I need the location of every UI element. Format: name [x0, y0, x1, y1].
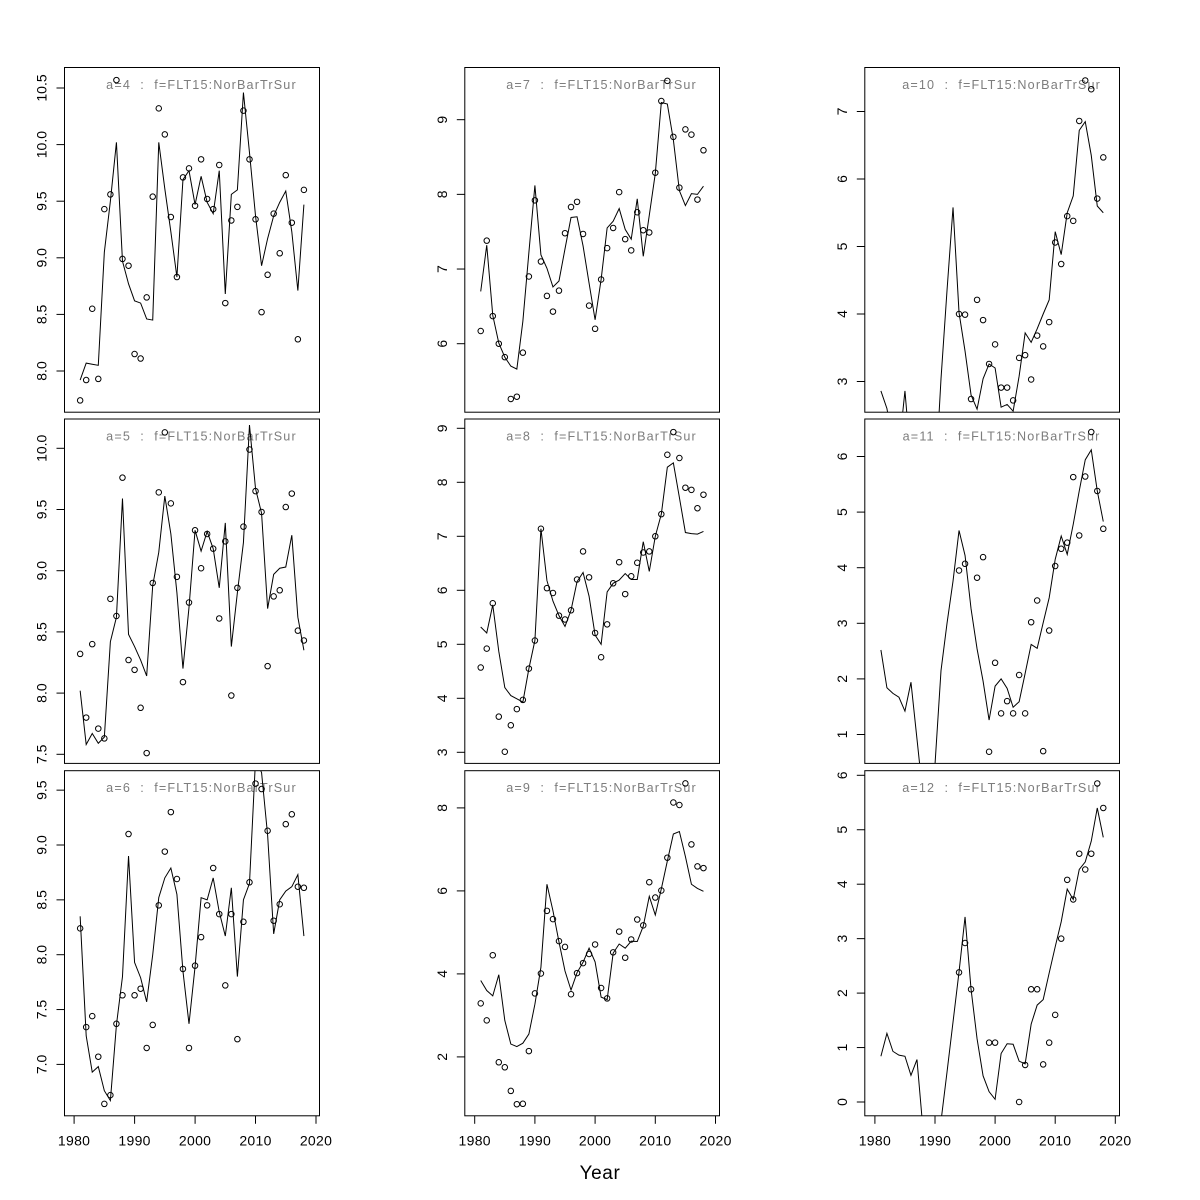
svg-text:7: 7 [834, 107, 850, 115]
svg-text:a=5 : f=FLT15:NorBarTrSur: a=5 : f=FLT15:NorBarTrSur [106, 429, 297, 443]
svg-text:2: 2 [834, 675, 850, 683]
svg-text:1990: 1990 [919, 1133, 951, 1149]
svg-text:7.5: 7.5 [34, 1000, 50, 1020]
svg-text:1980: 1980 [58, 1133, 90, 1149]
svg-text:a=10 : f=FLT15:NorBarTrSur: a=10 : f=FLT15:NorBarTrSur [902, 78, 1101, 92]
svg-text:a=11 : f=FLT15:NorBarTrSur: a=11 : f=FLT15:NorBarTrSur [903, 429, 1101, 443]
svg-text:8: 8 [434, 190, 450, 198]
svg-text:1990: 1990 [118, 1133, 150, 1149]
svg-text:2: 2 [834, 989, 850, 997]
svg-text:8.0: 8.0 [34, 945, 50, 965]
svg-text:5: 5 [834, 826, 850, 834]
svg-text:10.5: 10.5 [34, 74, 50, 101]
svg-text:2010: 2010 [239, 1133, 271, 1149]
svg-text:7.0: 7.0 [34, 1054, 50, 1074]
svg-text:9.5: 9.5 [34, 191, 50, 211]
svg-text:10.0: 10.0 [34, 131, 50, 158]
svg-text:9: 9 [434, 424, 450, 432]
svg-text:1: 1 [834, 1043, 850, 1051]
svg-text:8.5: 8.5 [34, 890, 50, 910]
svg-text:4: 4 [834, 880, 850, 888]
svg-text:5: 5 [434, 640, 450, 648]
svg-text:6: 6 [834, 175, 850, 183]
svg-text:2020: 2020 [300, 1133, 332, 1149]
svg-text:7.5: 7.5 [34, 744, 50, 764]
svg-text:a=9 : f=FLT15:NorBarTrSur: a=9 : f=FLT15:NorBarTrSur [506, 781, 697, 795]
svg-text:a=8 : f=FLT15:NorBarTrSur: a=8 : f=FLT15:NorBarTrSur [506, 429, 697, 443]
svg-text:2000: 2000 [179, 1133, 211, 1149]
svg-text:8: 8 [434, 804, 450, 812]
svg-text:a=7 : f=FLT15:NorBarTrSur: a=7 : f=FLT15:NorBarTrSur [506, 78, 697, 92]
svg-text:1980: 1980 [859, 1133, 891, 1149]
svg-text:1: 1 [834, 730, 850, 738]
svg-text:7: 7 [434, 265, 450, 273]
svg-text:9.5: 9.5 [34, 500, 50, 520]
svg-text:2: 2 [434, 1053, 450, 1061]
svg-text:4: 4 [834, 564, 850, 572]
svg-text:8.5: 8.5 [34, 622, 50, 642]
svg-text:8.0: 8.0 [34, 683, 50, 703]
svg-text:4: 4 [834, 310, 850, 318]
svg-text:a=4 : f=FLT15:NorBarTrSur: a=4 : f=FLT15:NorBarTrSur [106, 78, 297, 92]
svg-text:6: 6 [434, 586, 450, 594]
svg-text:6: 6 [434, 887, 450, 895]
svg-text:8.5: 8.5 [34, 304, 50, 324]
svg-text:6: 6 [834, 771, 850, 779]
svg-text:2010: 2010 [639, 1133, 671, 1149]
svg-text:9.0: 9.0 [34, 561, 50, 581]
svg-text:9.5: 9.5 [34, 780, 50, 800]
svg-text:5: 5 [834, 508, 850, 516]
svg-text:7: 7 [434, 532, 450, 540]
svg-text:9: 9 [434, 116, 450, 124]
svg-text:4: 4 [434, 694, 450, 702]
svg-text:6: 6 [834, 452, 850, 460]
svg-text:a=6 : f=FLT15:NorBarTrSur: a=6 : f=FLT15:NorBarTrSur [106, 781, 297, 795]
svg-text:8.0: 8.0 [34, 361, 50, 381]
svg-text:2010: 2010 [1039, 1133, 1071, 1149]
svg-text:8: 8 [434, 478, 450, 486]
svg-text:1980: 1980 [459, 1133, 491, 1149]
svg-text:3: 3 [834, 377, 850, 385]
svg-text:a=12 : f=FLT15:NorBarTrSur: a=12 : f=FLT15:NorBarTrSur [902, 781, 1101, 795]
svg-text:3: 3 [834, 619, 850, 627]
svg-text:0: 0 [834, 1098, 850, 1106]
svg-text:2020: 2020 [1099, 1133, 1131, 1149]
svg-text:2000: 2000 [579, 1133, 611, 1149]
svg-text:2000: 2000 [979, 1133, 1011, 1149]
svg-text:9.0: 9.0 [34, 248, 50, 268]
svg-text:9.0: 9.0 [34, 835, 50, 855]
svg-text:6: 6 [434, 340, 450, 348]
svg-text:10.0: 10.0 [34, 434, 50, 461]
svg-text:Year: Year [580, 1163, 621, 1184]
svg-text:3: 3 [434, 748, 450, 756]
svg-text:2020: 2020 [699, 1133, 731, 1149]
svg-text:1990: 1990 [519, 1133, 551, 1149]
svg-text:3: 3 [834, 935, 850, 943]
svg-text:4: 4 [434, 970, 450, 978]
svg-text:5: 5 [834, 242, 850, 250]
